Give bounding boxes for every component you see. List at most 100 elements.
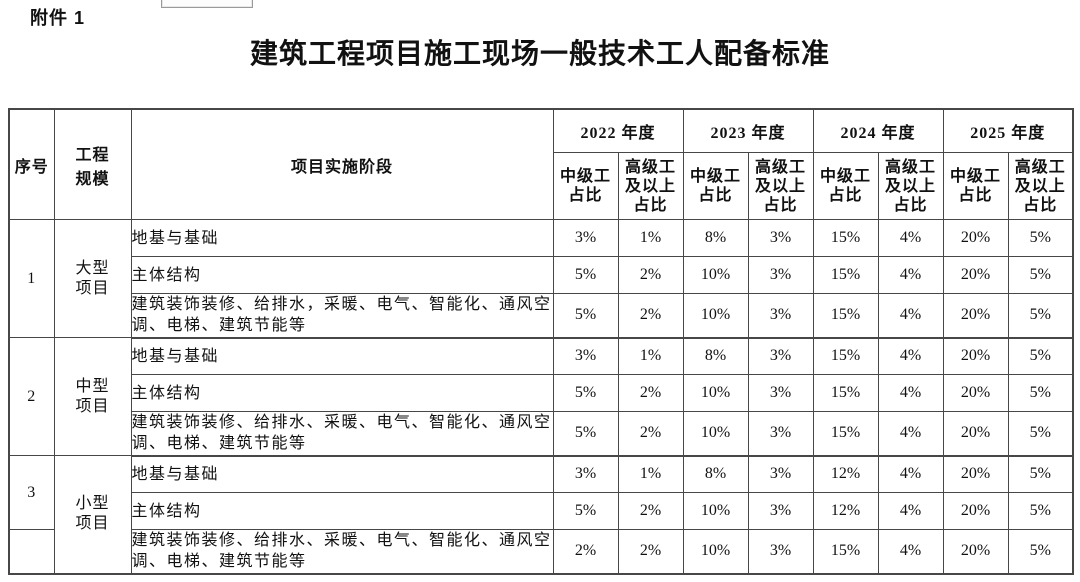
value-cell: 3%	[747, 293, 814, 339]
value-cell: 1%	[617, 455, 684, 493]
table-row: 主体结构 5% 2% 10% 3% 12% 4% 20% 5%	[9, 492, 1074, 530]
value-cell: 4%	[877, 529, 944, 575]
cropped-toolbar-box	[161, 0, 253, 8]
subheader-mid-2024: 中级工 占比	[812, 152, 879, 220]
value-cell: 10%	[682, 529, 749, 575]
header-row-subcolumns: 中级工 占比 高级工 及以上 占比 中级工 占比 高级工 及以上 占比 中级工 …	[9, 152, 1074, 220]
value-cell: 8%	[682, 455, 749, 493]
header-year-2022: 2022 年度	[552, 108, 684, 153]
value-cell: 1%	[617, 219, 684, 257]
value-cell: 3%	[552, 219, 619, 257]
value-cell: 3%	[747, 219, 814, 257]
value-cell: 10%	[682, 293, 749, 339]
value-cell: 2%	[617, 411, 684, 457]
header-year-2024: 2024 年度	[812, 108, 944, 153]
value-cell: 20%	[942, 455, 1009, 493]
table-row: 2 中型 项目 地基与基础 3% 1% 8% 3% 15% 4% 20% 5%	[8, 337, 1074, 456]
subheader-senior-2025: 高级工 及以上 占比	[1007, 152, 1074, 220]
value-cell: 2%	[617, 293, 684, 339]
stage-cell: 主体结构	[130, 374, 554, 412]
value-cell: 5%	[1007, 219, 1074, 257]
value-cell: 2%	[617, 492, 684, 530]
value-cell: 5%	[1007, 293, 1074, 339]
value-cell: 20%	[942, 337, 1009, 375]
value-cell: 5%	[1007, 492, 1074, 530]
value-cell: 10%	[682, 492, 749, 530]
value-cell: 3%	[747, 256, 814, 294]
header-year-2025: 2025 年度	[942, 108, 1074, 153]
stage-cell: 地基与基础	[130, 455, 554, 493]
value-cell: 5%	[552, 374, 619, 412]
value-cell: 20%	[942, 256, 1009, 294]
value-cell: 20%	[942, 529, 1009, 575]
stage-cell: 主体结构	[130, 492, 554, 530]
value-cell: 1%	[617, 337, 684, 375]
value-cell: 15%	[812, 529, 879, 575]
subheader-senior-2023: 高级工 及以上 占比	[747, 152, 814, 220]
value-cell: 15%	[812, 293, 879, 339]
value-cell: 2%	[617, 256, 684, 294]
value-cell: 20%	[942, 411, 1009, 457]
value-cell: 3%	[747, 337, 814, 375]
value-cell: 5%	[552, 293, 619, 339]
value-cell: 10%	[682, 411, 749, 457]
table-row: 1 大型 项目 地基与基础 3% 1% 8% 3% 15% 4% 20% 5%	[8, 219, 1074, 338]
value-cell: 2%	[617, 374, 684, 412]
value-cell: 5%	[552, 492, 619, 530]
worker-allocation-table: 序号 工程 规模 项目实施阶段 2022 年度 2023 年度 2024 年度 …	[8, 108, 1075, 575]
scale-cell: 中型 项目	[53, 337, 132, 456]
value-cell: 4%	[877, 411, 944, 457]
subheader-mid-2022: 中级工 占比	[552, 152, 619, 220]
value-cell: 12%	[812, 492, 879, 530]
value-cell: 10%	[682, 256, 749, 294]
value-cell: 12%	[812, 455, 879, 493]
value-cell: 15%	[812, 256, 879, 294]
stage-cell: 建筑装饰装修、给排水、采暖、电气、智能化、通风空调、电梯、建筑节能等	[130, 529, 554, 575]
value-cell: 2%	[552, 529, 619, 575]
value-cell: 20%	[942, 374, 1009, 412]
subheader-mid-2025: 中级工 占比	[942, 152, 1009, 220]
stage-cell: 地基与基础	[130, 337, 554, 375]
table-row: 3 小型 项目 地基与基础 3% 1% 8% 3% 12% 4% 20% 5%	[8, 455, 1074, 574]
stage-cell: 地基与基础	[130, 219, 554, 257]
value-cell: 8%	[682, 337, 749, 375]
value-cell: 15%	[812, 374, 879, 412]
attachment-label: 附件 1	[30, 8, 86, 28]
value-cell: 3%	[552, 337, 619, 375]
value-cell: 4%	[877, 256, 944, 294]
table-row: 建筑装饰装修、给排水、采暖、电气、智能化、通风空调、电梯、建筑节能等 5% 2%…	[9, 411, 1074, 457]
serial-empty-cell	[8, 529, 55, 575]
header-stage: 项目实施阶段	[130, 108, 554, 220]
stage-cell: 建筑装饰装修、给排水，采暖、电气、智能化、通风空调、电梯、建筑节能等	[130, 293, 554, 339]
header-scale: 工程 规模	[53, 108, 132, 220]
value-cell: 2%	[617, 529, 684, 575]
subheader-senior-2024: 高级工 及以上 占比	[877, 152, 944, 220]
header-serial: 序号	[8, 108, 55, 220]
scale-cell: 大型 项目	[53, 219, 132, 338]
table-row: 建筑装饰装修、给排水、采暖、电气、智能化、通风空调、电梯、建筑节能等 2% 2%…	[8, 529, 1074, 575]
value-cell: 20%	[942, 219, 1009, 257]
value-cell: 4%	[877, 455, 944, 493]
table-row: 主体结构 5% 2% 10% 3% 15% 4% 20% 5%	[9, 374, 1074, 412]
value-cell: 20%	[942, 293, 1009, 339]
value-cell: 5%	[1007, 455, 1074, 493]
value-cell: 8%	[682, 219, 749, 257]
value-cell: 3%	[747, 492, 814, 530]
value-cell: 15%	[812, 219, 879, 257]
value-cell: 5%	[1007, 529, 1074, 575]
value-cell: 4%	[877, 492, 944, 530]
value-cell: 3%	[747, 529, 814, 575]
table-row: 主体结构 5% 2% 10% 3% 15% 4% 20% 5%	[9, 256, 1074, 294]
subheader-senior-2022: 高级工 及以上 占比	[617, 152, 684, 220]
value-cell: 3%	[747, 374, 814, 412]
value-cell: 4%	[877, 374, 944, 412]
value-cell: 5%	[552, 411, 619, 457]
value-cell: 15%	[812, 411, 879, 457]
stage-cell: 主体结构	[130, 256, 554, 294]
value-cell: 5%	[1007, 256, 1074, 294]
value-cell: 5%	[1007, 374, 1074, 412]
value-cell: 15%	[812, 337, 879, 375]
stage-cell: 建筑装饰装修、给排水、采暖、电气、智能化、通风空调、电梯、建筑节能等	[130, 411, 554, 457]
value-cell: 5%	[1007, 411, 1074, 457]
